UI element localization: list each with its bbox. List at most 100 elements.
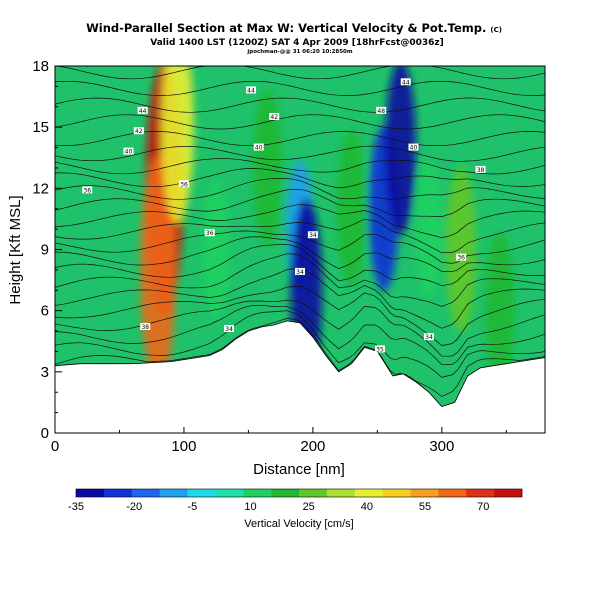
theta-label-text: 40 (125, 149, 133, 156)
theta-label-text: 36 (457, 255, 465, 262)
theta-contour-line (55, 114, 545, 130)
theta-contour-label: 44 (246, 86, 256, 94)
theta-contour-label: 44 (137, 106, 148, 115)
y-tick-label: 9 (41, 242, 49, 259)
velocity-cell (161, 66, 194, 224)
theta-contour-label: 36 (82, 186, 93, 194)
colorbar: -35 -20 -5 10 25 40 55 70 (68, 488, 523, 513)
colorbar-swatch (299, 489, 328, 497)
label-box (423, 333, 434, 341)
colorbar-frame (75, 488, 523, 498)
label-box (133, 127, 144, 135)
colorbar-swatch (494, 489, 523, 497)
y-tick-label: 6 (41, 303, 49, 320)
theta-label-text: 40 (410, 145, 418, 152)
theta-contour-label: 44 (400, 78, 411, 86)
chart-credit: jpochman-@@ 31 06:20 10:2850m (246, 49, 352, 55)
theta-contour-line (55, 285, 545, 346)
colorbar-swatch (354, 489, 383, 497)
theta-contour-line (55, 318, 545, 397)
theta-label-text: 40 (255, 145, 263, 152)
velocity-cell (485, 232, 515, 389)
theta-contour-label: 36 (178, 180, 189, 188)
label-box (400, 78, 411, 86)
colorbar-swatch (131, 489, 160, 497)
colorbar-swatch (243, 489, 272, 497)
colorbar-swatch (215, 489, 244, 497)
label-box (82, 186, 93, 194)
label-box (475, 165, 486, 173)
theta-contour-label: 34 (224, 325, 235, 333)
theta-contour-line (55, 218, 545, 254)
y-tick-label: 18 (32, 58, 49, 75)
label-box (295, 267, 305, 275)
plot-area: 44 42 40 36 44 42 40 36 36 34 34 38 34 44 48 40 38 36 34 35 (55, 66, 545, 433)
x-axis-label: Distance [nm] (253, 461, 345, 478)
theta-contour-line (55, 145, 545, 162)
theta-label-text: 44 (247, 87, 255, 94)
theta-label-text: 44 (139, 108, 147, 115)
colorbar-swatch (103, 489, 133, 497)
colorbar-tick-label: 10 (244, 501, 256, 513)
label-box (178, 180, 189, 188)
theta-label-text: 38 (477, 167, 485, 174)
theta-contour-label: 42 (133, 127, 144, 135)
colorbar-label: Vertical Velocity [cm/s] (244, 518, 353, 530)
theta-contour-label: 36 (456, 253, 467, 262)
theta-contour-line (55, 97, 545, 113)
colorbar-swatch (326, 489, 356, 497)
label-box (456, 253, 467, 261)
colorbar-swatch (466, 489, 495, 497)
colorbar-swatch (438, 489, 467, 497)
theta-label-text: 34 (309, 232, 317, 239)
theta-contour-line (55, 204, 545, 238)
x-tick-label: 0 (51, 438, 59, 455)
label-box (123, 147, 134, 155)
colorbar-swatch (271, 489, 300, 497)
theta-contour-label: 34 (295, 267, 305, 276)
y-tick-label: 12 (32, 180, 49, 197)
theta-label-text: 36 (206, 230, 214, 237)
theta-label-text: 38 (141, 324, 149, 331)
theta-contour-label: 40 (123, 147, 134, 156)
theta-contour-line (55, 310, 545, 378)
theta-contour-line (55, 177, 545, 200)
velocity-cell (446, 167, 477, 332)
x-tick-label: 300 (429, 438, 454, 455)
y-tick-label: 0 (41, 425, 49, 442)
colorbar-swatch (382, 489, 411, 497)
theta-contour-label: 48 (376, 106, 387, 115)
theta-contour-label: 42 (269, 112, 280, 121)
theta-contour-labels: 44 42 40 36 44 42 40 36 36 34 34 38 34 44 48 40 38 36 34 35 (82, 78, 486, 353)
theta-label-text: 36 (180, 181, 188, 188)
theta-label-text: 42 (270, 114, 278, 121)
theta-label-text: 44 (402, 79, 410, 86)
velocity-field (140, 66, 515, 389)
theta-label-text: 42 (135, 128, 143, 135)
y-tick-label: 15 (32, 119, 49, 136)
theta-contour-line (55, 243, 545, 287)
label-box (269, 112, 280, 120)
theta-contour-line (55, 188, 545, 217)
label-box (137, 106, 148, 114)
theta-contour-label: 40 (253, 143, 264, 152)
y-tick-label: 3 (41, 364, 49, 381)
label-box (224, 325, 235, 333)
colorbar-tick-label: -35 (68, 501, 84, 513)
label-box (408, 143, 419, 151)
label-box (374, 345, 385, 353)
label-box (246, 86, 256, 94)
y-axis: 0 3 6 9 12 15 18 (32, 58, 62, 442)
theta-contour-line (55, 168, 545, 189)
colorbar-tick-label: 40 (361, 501, 373, 513)
colorbar-swatch (76, 489, 105, 497)
colorbar-tick-label: -20 (126, 501, 142, 513)
theta-contour-label: 34 (307, 231, 318, 239)
x-tick-label: 200 (300, 438, 325, 455)
colorbar-tick-label: 55 (419, 501, 431, 513)
theta-label-text: 34 (425, 334, 433, 341)
terrain-mask (55, 320, 545, 433)
theta-contour-line (55, 253, 545, 307)
chart-subtitle: Valid 1400 LST (1200Z) SAT 4 Apr 2009 [1… (150, 38, 444, 48)
